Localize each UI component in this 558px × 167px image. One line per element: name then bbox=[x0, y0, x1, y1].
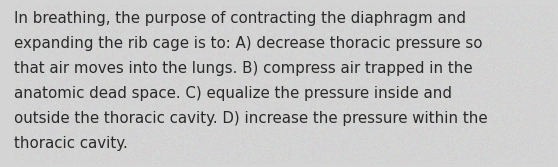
Text: thoracic cavity.: thoracic cavity. bbox=[14, 136, 128, 151]
Text: that air moves into the lungs. B) compress air trapped in the: that air moves into the lungs. B) compre… bbox=[14, 61, 473, 76]
Text: In breathing, the purpose of contracting the diaphragm and: In breathing, the purpose of contracting… bbox=[14, 11, 466, 26]
Text: expanding the rib cage is to: A) decrease thoracic pressure so: expanding the rib cage is to: A) decreas… bbox=[14, 36, 483, 51]
Text: outside the thoracic cavity. D) increase the pressure within the: outside the thoracic cavity. D) increase… bbox=[14, 111, 488, 126]
Text: anatomic dead space. C) equalize the pressure inside and: anatomic dead space. C) equalize the pre… bbox=[14, 86, 452, 101]
